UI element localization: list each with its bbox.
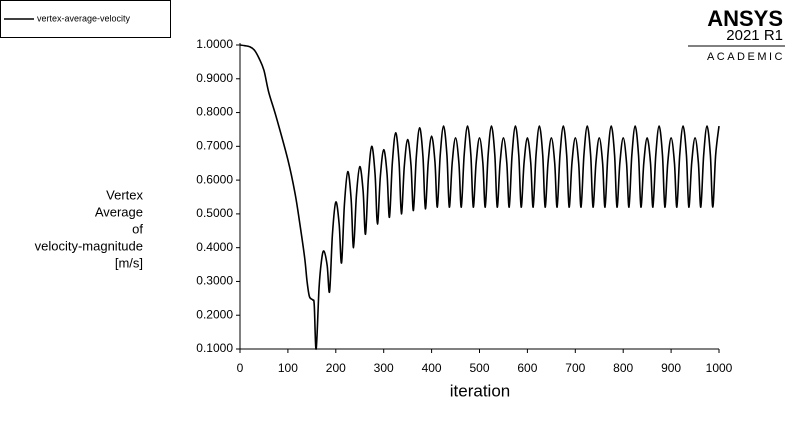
logo-edition: ACADEMIC bbox=[707, 51, 785, 63]
y-axis-title: of bbox=[132, 221, 143, 236]
x-tick-label: 400 bbox=[422, 361, 442, 375]
y-tick-label: 0.3000 bbox=[196, 274, 233, 288]
data-line bbox=[239, 44, 720, 350]
x-tick-label: 500 bbox=[469, 361, 489, 375]
y-axis-title: [m/s] bbox=[115, 255, 143, 270]
logo-brand: ANSYS bbox=[707, 6, 783, 31]
y-tick-label: 0.7000 bbox=[196, 139, 233, 153]
y-tick-label: 0.9000 bbox=[196, 71, 233, 85]
x-tick-label: 200 bbox=[326, 361, 346, 375]
y-tick-label: 0.2000 bbox=[196, 307, 233, 321]
y-tick-label: 0.8000 bbox=[196, 105, 233, 119]
x-tick-label: 900 bbox=[661, 361, 681, 375]
x-tick-label: 100 bbox=[278, 361, 298, 375]
y-axis-title: Vertex bbox=[106, 187, 143, 202]
x-tick-label: 0 bbox=[237, 361, 244, 375]
y-tick-label: 0.1000 bbox=[196, 341, 233, 355]
x-tick-label: 1000 bbox=[706, 361, 733, 375]
legend-label: vertex-average-velocity bbox=[37, 13, 131, 23]
y-tick-label: 0.6000 bbox=[196, 172, 233, 186]
y-axis-title: velocity-magnitude bbox=[35, 238, 143, 253]
y-tick-label: 0.4000 bbox=[196, 240, 233, 254]
y-tick-label: 0.5000 bbox=[196, 206, 233, 220]
x-tick-label: 700 bbox=[565, 361, 585, 375]
y-axis-title: Average bbox=[95, 204, 143, 219]
legend-box bbox=[0, 0, 171, 38]
x-axis-title: iteration bbox=[450, 381, 510, 400]
x-tick-label: 800 bbox=[613, 361, 633, 375]
logo-version: 2021 R1 bbox=[726, 27, 783, 44]
x-tick-label: 600 bbox=[517, 361, 537, 375]
x-tick-label: 300 bbox=[374, 361, 394, 375]
y-tick-label: 1.0000 bbox=[196, 37, 233, 51]
